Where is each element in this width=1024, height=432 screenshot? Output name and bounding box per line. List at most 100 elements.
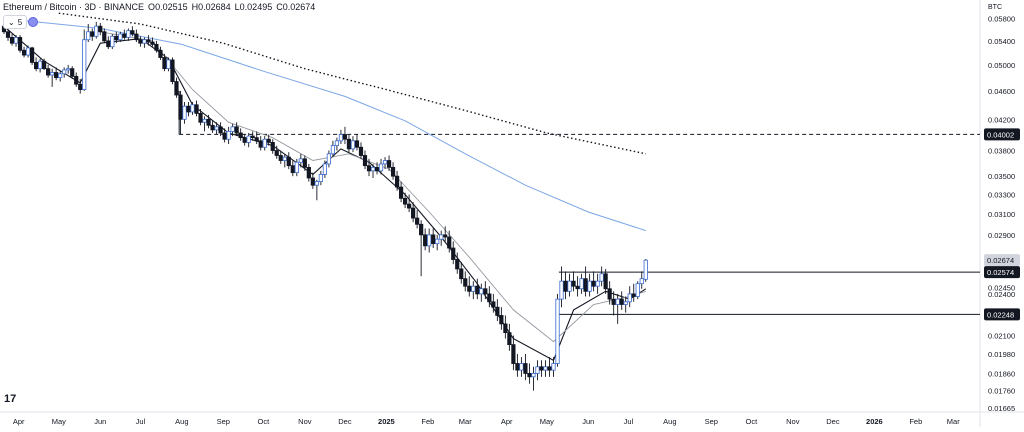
candle[interactable] [455,259,460,270]
candle[interactable] [563,280,568,292]
candle[interactable] [358,146,364,156]
candle[interactable] [507,332,512,346]
candle[interactable] [218,126,223,134]
candle[interactable] [166,59,171,70]
candle[interactable] [483,288,488,295]
candle[interactable] [250,135,255,139]
candle[interactable] [427,234,432,247]
candle[interactable] [555,298,560,364]
candle[interactable] [587,280,592,292]
candle[interactable] [487,293,492,303]
candle[interactable] [102,31,107,42]
candle[interactable] [254,137,259,142]
candle[interactable] [90,31,95,37]
candle[interactable] [150,41,155,45]
candle[interactable] [306,166,311,179]
candle[interactable] [234,126,239,134]
candle[interactable] [126,30,131,38]
candle[interactable] [262,138,267,148]
candle[interactable] [62,69,67,75]
candle[interactable] [431,234,436,244]
candle[interactable] [390,166,396,177]
candle[interactable] [138,39,143,44]
candle[interactable] [398,186,404,199]
candle[interactable] [435,238,440,244]
candle[interactable] [29,47,35,63]
candle[interactable] [50,72,55,76]
candle[interactable] [82,39,87,90]
candle[interactable] [146,39,151,43]
candle[interactable] [551,363,556,371]
candle[interactable] [619,298,624,305]
candle[interactable] [386,160,392,168]
candle[interactable] [46,68,51,76]
candle[interactable] [42,60,47,70]
candle[interactable] [9,37,15,44]
candle[interactable] [21,49,27,56]
candle[interactable] [338,134,344,142]
candle[interactable] [407,203,412,209]
candle[interactable] [238,132,243,139]
candle[interactable] [643,259,648,280]
candle[interactable] [539,366,544,371]
candle[interactable] [495,306,500,316]
candle[interactable] [326,153,331,165]
candle[interactable] [242,137,247,143]
candle[interactable] [423,234,428,247]
candle[interactable] [583,278,588,292]
candle[interactable] [194,104,199,114]
candle[interactable] [559,280,564,300]
candle[interactable] [595,280,600,287]
candle[interactable] [611,298,616,305]
candle[interactable] [571,280,576,287]
candle[interactable] [130,30,135,35]
candle[interactable] [134,33,139,41]
candle[interactable] [467,285,472,292]
candle[interactable] [94,25,99,37]
candle[interactable] [330,145,336,155]
candle[interactable] [515,363,520,371]
candle[interactable] [314,181,319,186]
candle[interactable] [190,104,195,113]
candle[interactable] [631,293,636,297]
candle[interactable] [322,163,327,175]
candle[interactable] [182,105,187,120]
candle[interactable] [222,132,227,140]
candle[interactable] [354,140,360,148]
candle[interactable] [246,135,251,143]
candle[interactable] [33,62,39,70]
indicators-toggle-button[interactable]: ⌄ 5 [3,15,28,29]
candle[interactable] [310,177,315,186]
candle[interactable] [186,105,191,113]
indicator-marker-icon[interactable] [28,17,38,27]
candle[interactable] [374,166,380,172]
candle[interactable] [114,35,119,41]
candle[interactable] [411,207,416,219]
candle[interactable] [266,138,271,143]
candle[interactable] [415,217,420,225]
candle[interactable] [382,160,388,165]
candle[interactable] [258,140,263,148]
candle[interactable] [86,31,91,41]
candle[interactable] [535,366,540,374]
candle[interactable] [439,234,444,240]
candle[interactable] [13,37,19,44]
candle[interactable] [66,68,71,71]
candle[interactable] [579,278,584,290]
candle[interactable] [206,118,211,126]
candle[interactable] [499,315,504,325]
candle[interactable] [419,223,424,236]
candle[interactable] [202,118,207,123]
candle[interactable] [154,43,159,51]
candle[interactable] [527,373,532,378]
candle[interactable] [98,25,103,33]
candle[interactable] [318,174,323,182]
candle[interactable] [378,163,384,172]
candle[interactable] [174,81,179,96]
candle[interactable] [471,285,476,292]
candle[interactable] [210,124,215,131]
candle[interactable] [475,285,480,295]
candle[interactable] [270,142,275,151]
